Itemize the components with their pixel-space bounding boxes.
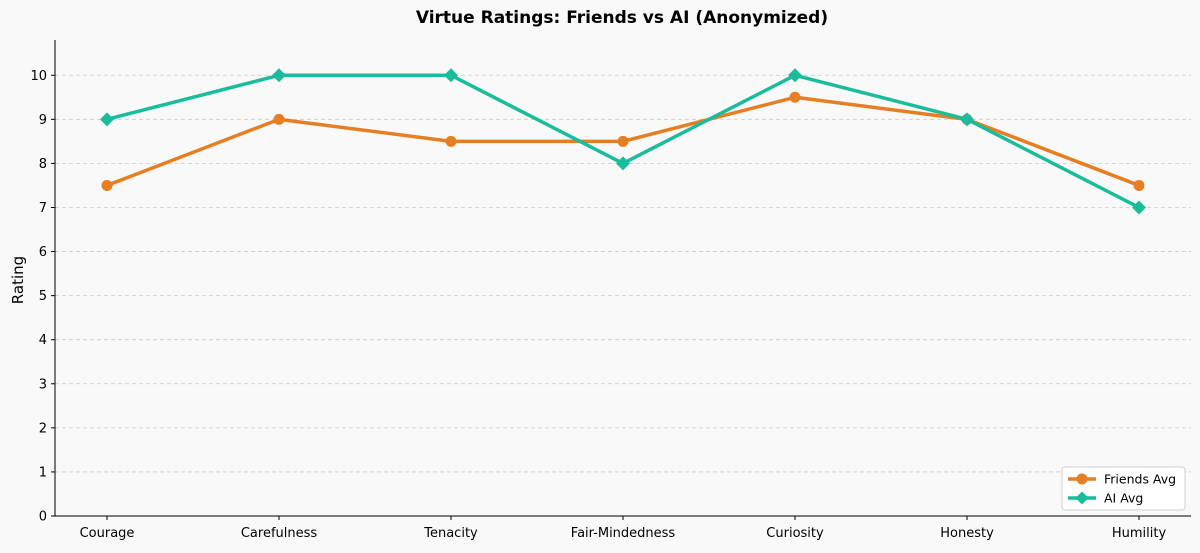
axes: [54, 40, 1191, 517]
y-tick-label: 5: [39, 289, 47, 304]
data-point-diamond: [788, 68, 802, 83]
y-tick-label: 0: [39, 510, 47, 525]
series-1: [101, 91, 1145, 191]
x-tick-label: Fair-Mindedness: [571, 526, 676, 541]
data-point-circle: [617, 135, 629, 147]
x-tick-label: Courage: [80, 526, 135, 541]
data-point-diamond: [960, 112, 974, 127]
y-tick-label: 10: [30, 69, 47, 84]
data-point-diamond: [100, 112, 114, 127]
data-point-circle: [1133, 179, 1145, 191]
legend: Friends Avg AI Avg: [1061, 466, 1186, 511]
legend-entry: AI Avg: [1068, 491, 1143, 506]
data-point-diamond: [1132, 200, 1146, 215]
y-axis-label: Rating: [9, 256, 27, 304]
data-point-circle: [445, 135, 457, 147]
y-tick-label: 6: [39, 245, 47, 260]
y-tick-label: 9: [39, 113, 47, 128]
data-point-diamond: [444, 68, 458, 83]
data-point-diamond: [616, 156, 630, 171]
y-axis-ticks: 0 1 2 3 4 5 6 7 8 9 10: [30, 69, 55, 525]
x-tick-label: Carefulness: [241, 526, 318, 541]
data-point-circle: [273, 113, 285, 125]
series-2: [100, 68, 1146, 215]
x-tick-label: Tenacity: [423, 526, 478, 541]
x-tick-label: Curiosity: [766, 526, 824, 541]
y-tick-label: 1: [39, 465, 47, 480]
x-tick-label: Honesty: [940, 526, 994, 541]
legend-label: Friends Avg: [1104, 472, 1176, 487]
legend-label: AI Avg: [1104, 491, 1143, 506]
y-tick-label: 8: [39, 157, 47, 172]
data-point-circle: [101, 179, 113, 191]
data-point-circle: [1076, 473, 1088, 485]
series-layer: [100, 68, 1146, 215]
x-axis-ticks: Courage Carefulness Tenacity Fair-Mindednes…: [80, 516, 1167, 541]
legend-entry: Friends Avg: [1068, 472, 1176, 487]
data-point-diamond: [272, 68, 286, 83]
chart-title: Virtue Ratings: Friends vs AI (Anonymize…: [416, 8, 828, 28]
y-tick-label: 3: [39, 377, 47, 392]
data-point-circle: [789, 91, 801, 103]
y-tick-label: 4: [39, 333, 47, 348]
y-tick-label: 7: [39, 201, 47, 216]
x-tick-label: Humility: [1112, 526, 1167, 541]
data-point-diamond: [1075, 491, 1089, 505]
y-tick-label: 2: [39, 421, 47, 436]
